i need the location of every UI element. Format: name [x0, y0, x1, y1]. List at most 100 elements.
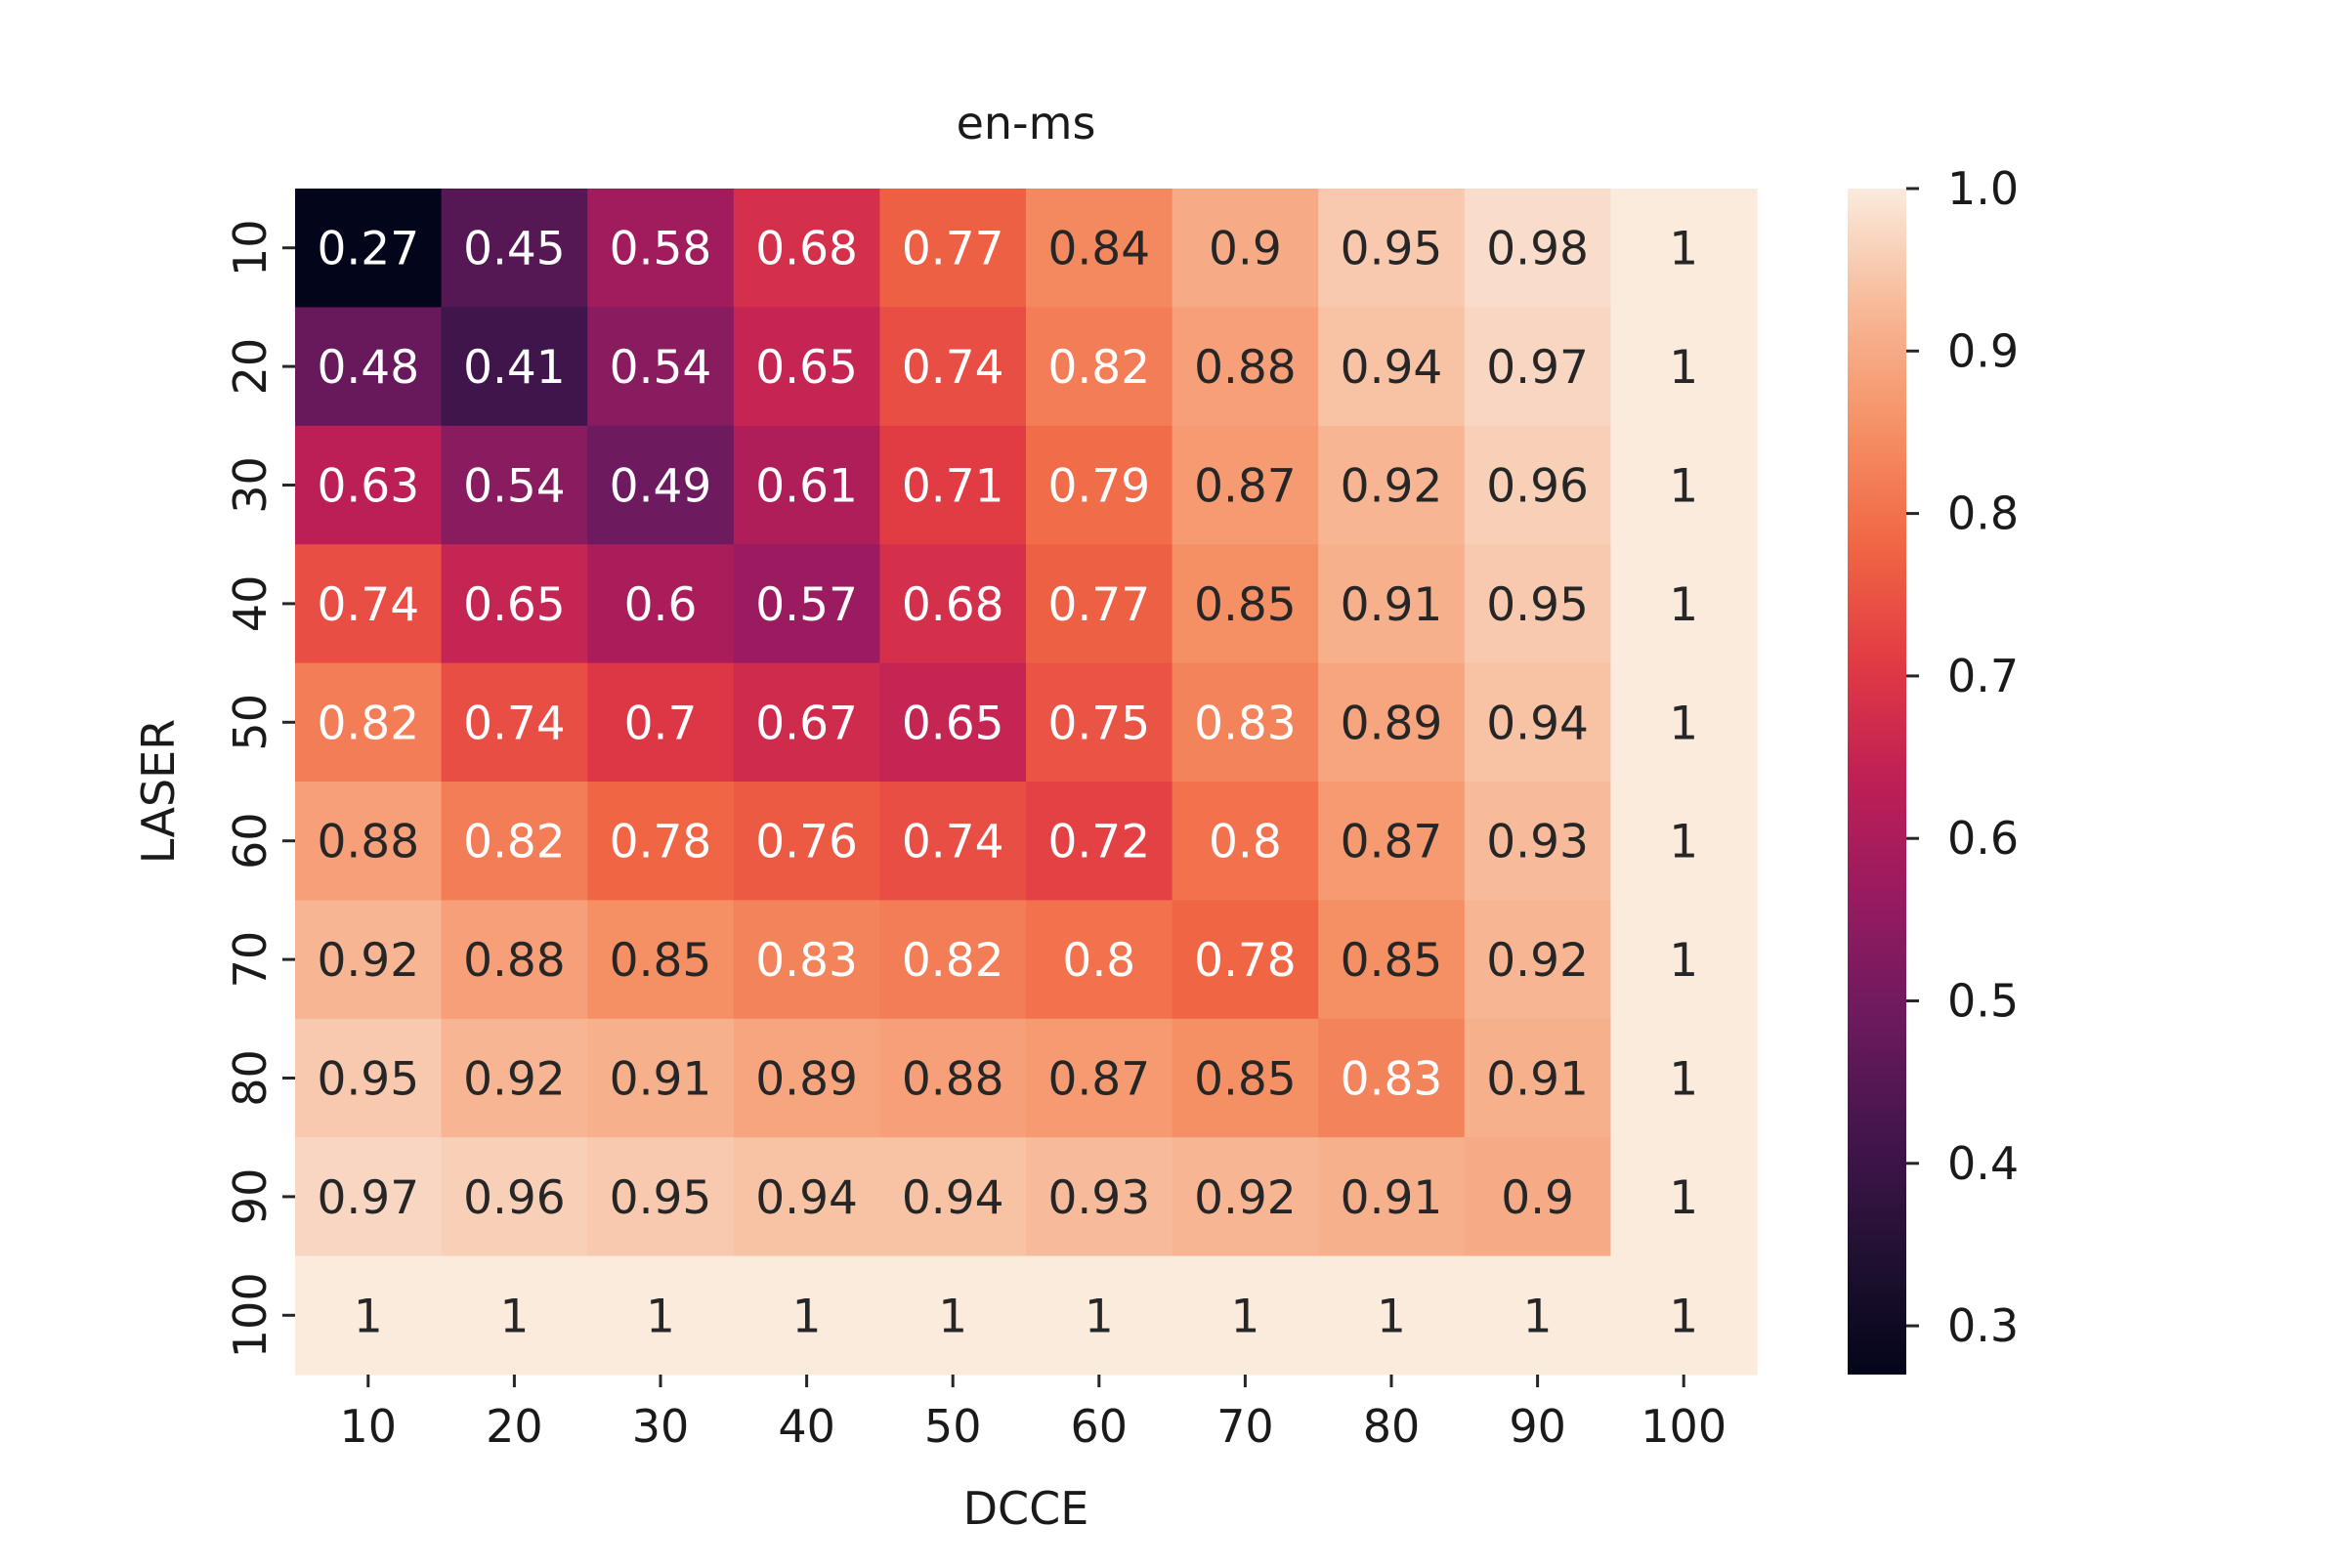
x-tick-label: 50	[924, 1400, 982, 1453]
cell-value-label: 0.57	[755, 578, 858, 632]
x-tick-label: 70	[1216, 1400, 1274, 1453]
heatmap-cell	[1610, 307, 1758, 427]
cell-value-label: 0.91	[1486, 1053, 1589, 1107]
heatmap-cell	[879, 1018, 1027, 1138]
heatmap-cell	[733, 425, 880, 545]
heatmap-cell	[295, 1255, 443, 1376]
heatmap-cell	[1172, 307, 1319, 427]
cell-value-label: 0.78	[1194, 934, 1297, 988]
cell-value-label: 1	[1669, 341, 1698, 395]
heatmap-cell	[1610, 1255, 1758, 1376]
heatmap-cell	[1026, 900, 1173, 1020]
cell-value-label: 0.82	[317, 697, 419, 750]
cell-value-label: 1	[792, 1290, 822, 1343]
x-tick-label: 10	[340, 1400, 398, 1453]
heatmap-cell	[441, 1255, 588, 1376]
x-tick-label: 100	[1641, 1400, 1727, 1453]
cell-value-label: 0.95	[317, 1053, 419, 1107]
heatmap-cell	[441, 900, 588, 1020]
x-tick-label: 90	[1509, 1400, 1566, 1453]
heatmap-cell	[1610, 782, 1758, 901]
cell-value-label: 0.74	[463, 697, 566, 750]
heatmap-cell	[587, 782, 735, 901]
cell-value-label: 0.85	[1194, 578, 1297, 632]
heatmap-cell	[879, 307, 1027, 427]
cell-value-label: 1	[938, 1290, 967, 1343]
cell-value-label: 0.85	[1194, 1053, 1297, 1107]
heatmap-cell	[1026, 544, 1173, 664]
cell-value-label: 0.63	[317, 460, 419, 514]
cell-value-label: 0.83	[755, 934, 858, 988]
cell-value-label: 0.94	[1486, 697, 1589, 750]
heatmap-cell	[733, 1137, 880, 1257]
x-tick-label: 30	[632, 1400, 690, 1453]
y-tick-label: 60	[224, 812, 277, 869]
y-tick-label: 50	[224, 694, 277, 751]
heatmap-cell	[1318, 900, 1466, 1020]
heatmap-cell	[733, 782, 880, 901]
heatmap-cell	[1464, 189, 1611, 308]
heatmap-cell	[879, 900, 1027, 1020]
cell-value-label: 1	[1669, 934, 1698, 988]
cell-value-label: 0.82	[463, 816, 566, 869]
cell-value-label: 0.49	[610, 460, 712, 514]
cell-value-label: 0.94	[755, 1171, 858, 1225]
cell-value-label: 0.94	[902, 1171, 1004, 1225]
heatmap-cell	[1610, 544, 1758, 664]
heatmap-cell	[295, 425, 443, 545]
cell-value-label: 0.6	[624, 578, 698, 632]
colorbar: 0.3 0.4 0.5 0.6 0.7 0.8 0.9 1.0	[1848, 162, 2019, 1375]
heatmap-cell	[587, 189, 735, 308]
heatmap-cell	[1172, 900, 1319, 1020]
cell-value-label: 0.76	[755, 816, 858, 869]
colorbar-tick-label: 0.8	[1947, 487, 2019, 540]
heatmap-cell	[733, 544, 880, 664]
cell-value-label: 0.91	[1341, 578, 1443, 632]
heatmap-cell	[441, 307, 588, 427]
cell-value-label: 0.98	[1486, 223, 1589, 276]
heatmap-cell	[1172, 782, 1319, 901]
heatmap-cell	[733, 1018, 880, 1138]
colorbar-tick-label: 0.6	[1947, 812, 2019, 865]
y-tick-label: 40	[224, 575, 277, 633]
heatmap-cell	[1172, 425, 1319, 545]
colorbar-tick-label: 0.4	[1947, 1137, 2019, 1190]
cell-value-label: 1	[1377, 1290, 1406, 1343]
cell-value-label: 1	[1669, 1290, 1698, 1343]
cell-value-label: 0.48	[317, 341, 419, 395]
cell-value-label: 0.87	[1047, 1053, 1150, 1107]
cell-value-label: 0.92	[1194, 1171, 1297, 1225]
heatmap-cell	[879, 662, 1027, 783]
heatmap-cell	[879, 1137, 1027, 1257]
cell-value-label: 0.7	[624, 697, 698, 750]
cell-value-label: 0.45	[463, 223, 566, 276]
heatmap-cell	[1172, 189, 1319, 308]
heatmap-cell	[1610, 1137, 1758, 1257]
heatmap-cell	[1464, 425, 1611, 545]
heatmap-cell	[441, 1137, 588, 1257]
cell-value-label: 0.82	[902, 934, 1004, 988]
heatmap-cell	[1172, 1018, 1319, 1138]
cell-value-label: 0.88	[1194, 341, 1297, 395]
cell-value-label: 0.61	[755, 460, 858, 514]
colorbar-tick-label: 0.9	[1947, 324, 2019, 377]
heatmap-cell	[1610, 900, 1758, 1020]
cell-value-label: 0.58	[610, 223, 712, 276]
x-tick-label: 80	[1363, 1400, 1421, 1453]
y-axis: 10 20 30 40 50 60 70 80 90 100	[224, 219, 295, 1358]
heatmap-cell	[1026, 189, 1173, 308]
cell-value-label: 1	[646, 1290, 675, 1343]
cell-value-label: 0.96	[1486, 460, 1589, 514]
heatmap-cell	[1318, 1018, 1466, 1138]
cell-value-label: 0.91	[610, 1053, 712, 1107]
heatmap-cell	[1464, 307, 1611, 427]
heatmap-cell	[1172, 662, 1319, 783]
heatmap-cell	[733, 307, 880, 427]
heatmap-cell	[295, 1137, 443, 1257]
heatmap-cell	[295, 544, 443, 664]
heatmap-cell	[441, 544, 588, 664]
heatmap-cell	[441, 662, 588, 783]
cell-value-label: 0.97	[1486, 341, 1589, 395]
cell-value-label: 0.88	[317, 816, 419, 869]
heatmap-cell	[441, 189, 588, 308]
